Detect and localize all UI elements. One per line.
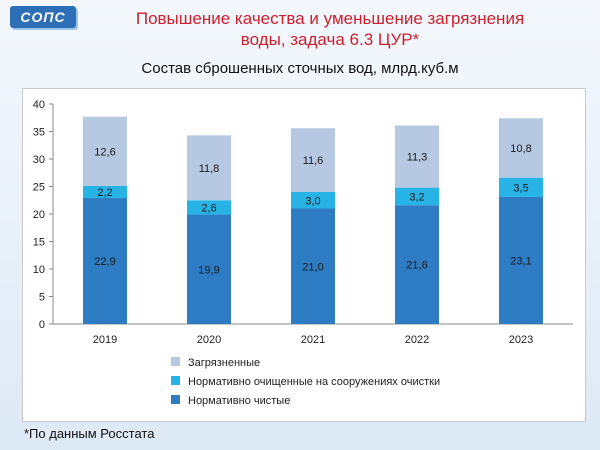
y-tick-label: 25	[33, 182, 45, 194]
x-tick-label: 2020	[197, 334, 221, 346]
data-label: 12,6	[94, 146, 115, 158]
chart-title: Состав сброшенных сточных вод, млрд.куб.…	[141, 60, 459, 77]
logo: СОПС	[10, 6, 76, 28]
data-label: 23,1	[510, 255, 531, 267]
data-label: 11,6	[303, 155, 324, 167]
data-label: 22,9	[94, 256, 115, 268]
data-label: 3,0	[305, 195, 320, 207]
data-label: 19,9	[198, 264, 219, 276]
data-label: 2,2	[97, 187, 112, 199]
y-tick-label: 40	[33, 99, 45, 111]
bar-segment	[83, 116, 127, 186]
bar-segment	[499, 196, 543, 324]
footnote: *По данным Росстата	[24, 426, 155, 441]
y-tick-label: 0	[39, 319, 45, 331]
bar-segment	[83, 185, 127, 199]
x-tick-label: 2023	[509, 334, 533, 346]
legend-swatch	[171, 395, 180, 404]
data-label: 2,6	[201, 202, 216, 214]
bar-segment	[291, 128, 335, 192]
data-label: 3,5	[513, 182, 528, 194]
legend-swatch	[171, 376, 180, 385]
y-tick-label: 15	[33, 237, 45, 249]
chart-panel: 0 5 10 15 20 25 30 35 40 22,9 2,2 12,6 2019 19,9 2,6 11…	[22, 88, 586, 422]
data-label: 11,8	[199, 163, 220, 175]
slide-title: Повышение качества и уменьшение загрязне…	[100, 8, 560, 50]
bar-segment	[187, 200, 231, 215]
legend-label: Нормативно чистые	[188, 395, 290, 407]
data-label: 21,0	[302, 261, 323, 273]
data-label: 11,3	[407, 152, 428, 164]
data-label: 21,6	[406, 260, 427, 272]
y-tick-label: 30	[33, 154, 45, 166]
y-tick-label: 5	[39, 292, 45, 304]
bar-segment	[395, 125, 439, 188]
y-tick-label: 35	[33, 127, 45, 139]
bar-segment	[83, 198, 127, 324]
legend-label: Нормативно очищенные на сооружениях очис…	[188, 376, 440, 388]
stacked-bar-chart: 0 5 10 15 20 25 30 35 40 22,9 2,2 12,6 2019 19,9 2,6 11…	[33, 99, 573, 407]
x-tick-label: 2022	[405, 334, 429, 346]
legend-label: Загрязненные	[188, 357, 260, 369]
y-tick-label: 20	[33, 209, 45, 221]
bar-segment	[395, 205, 439, 324]
bar-segment	[291, 192, 335, 209]
x-tick-label: 2019	[93, 334, 117, 346]
bar-segment	[499, 118, 543, 178]
y-tick-label: 10	[33, 264, 45, 276]
x-tick-label: 2021	[301, 334, 325, 346]
bar-segment	[499, 177, 543, 197]
legend-swatch	[171, 357, 180, 366]
bar-segment	[395, 187, 439, 206]
bar-segment	[187, 214, 231, 324]
bar-segment	[291, 208, 335, 324]
slide-title-line-2: воды, задача 6.3 ЦУР*	[240, 30, 420, 49]
bar-segment	[187, 135, 231, 201]
data-label: 3,2	[409, 191, 424, 203]
slide-title-line-1: Повышение качества и уменьшение загрязне…	[135, 9, 525, 28]
data-label: 10,8	[510, 143, 531, 155]
